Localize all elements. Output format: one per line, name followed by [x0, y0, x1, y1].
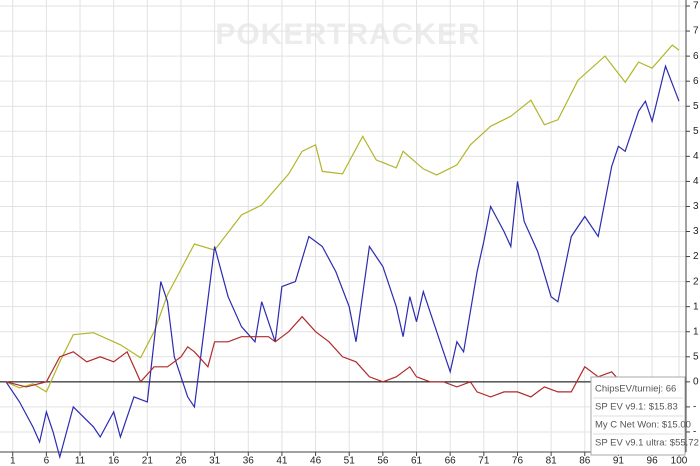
x-tick-label: 41 [276, 456, 288, 466]
y-tick-label: 7 [693, 26, 699, 37]
x-tick-label: 26 [175, 456, 187, 466]
x-tick-label: 86 [579, 456, 591, 466]
x-tick-label: 96 [647, 456, 659, 466]
y-tick-label: 7 [693, 1, 699, 12]
y-tick-label: 2 [693, 276, 699, 287]
x-tick-label: 81 [546, 456, 558, 466]
y-tick-label: 3 [693, 226, 699, 237]
legend-entry: ChipsEV/turniej: 66 [595, 384, 676, 395]
y-tick-label: 4 [693, 176, 699, 187]
y-tick-label: 4 [693, 151, 699, 162]
x-tick-label: 6 [44, 456, 50, 466]
x-tick-label: 51 [344, 456, 356, 466]
y-tick-label: 1 [693, 326, 699, 337]
x-tick-label: 91 [613, 456, 625, 466]
y-tick-label: - [693, 427, 696, 438]
x-tick-label: 56 [377, 456, 389, 466]
y-tick-label: 0 [693, 376, 699, 387]
legend-entry: SP EV v9.1: $15.83 [595, 402, 678, 413]
y-tick-label: 6 [693, 51, 699, 62]
y-tick-label: - [693, 402, 696, 413]
y-tick-label: 2 [693, 251, 699, 262]
y-tick-label: 5 [693, 351, 699, 362]
series-line [5, 315, 680, 428]
x-tick-label: 1 [10, 456, 16, 466]
x-tick-label: 100 [671, 456, 688, 466]
legend-entry: SP EV v9.1 ultra: $55.72 [595, 438, 699, 449]
y-tick-label: 1 [693, 301, 699, 312]
x-tick-label: 31 [209, 456, 221, 466]
y-tick-label: 6 [693, 76, 699, 87]
x-tick-label: 36 [243, 456, 255, 466]
x-tick-label: 21 [142, 456, 154, 466]
legend-entry: My C Net Won: $15.00 [595, 420, 691, 431]
y-tick-label: 5 [693, 101, 699, 112]
x-tick-label: 71 [478, 456, 490, 466]
watermark: POKERTRACKER [215, 18, 480, 51]
x-tick-label: 16 [108, 456, 120, 466]
y-tick-label: 3 [693, 201, 699, 212]
x-tick-label: 11 [75, 456, 86, 466]
series-line [5, 44, 680, 393]
x-tick-label: 66 [445, 456, 457, 466]
x-tick-label: 76 [512, 456, 524, 466]
y-tick-label: 5 [693, 126, 699, 137]
x-tick-label: 46 [310, 456, 322, 466]
x-tick-label: 61 [411, 456, 423, 466]
series-line [5, 64, 680, 460]
